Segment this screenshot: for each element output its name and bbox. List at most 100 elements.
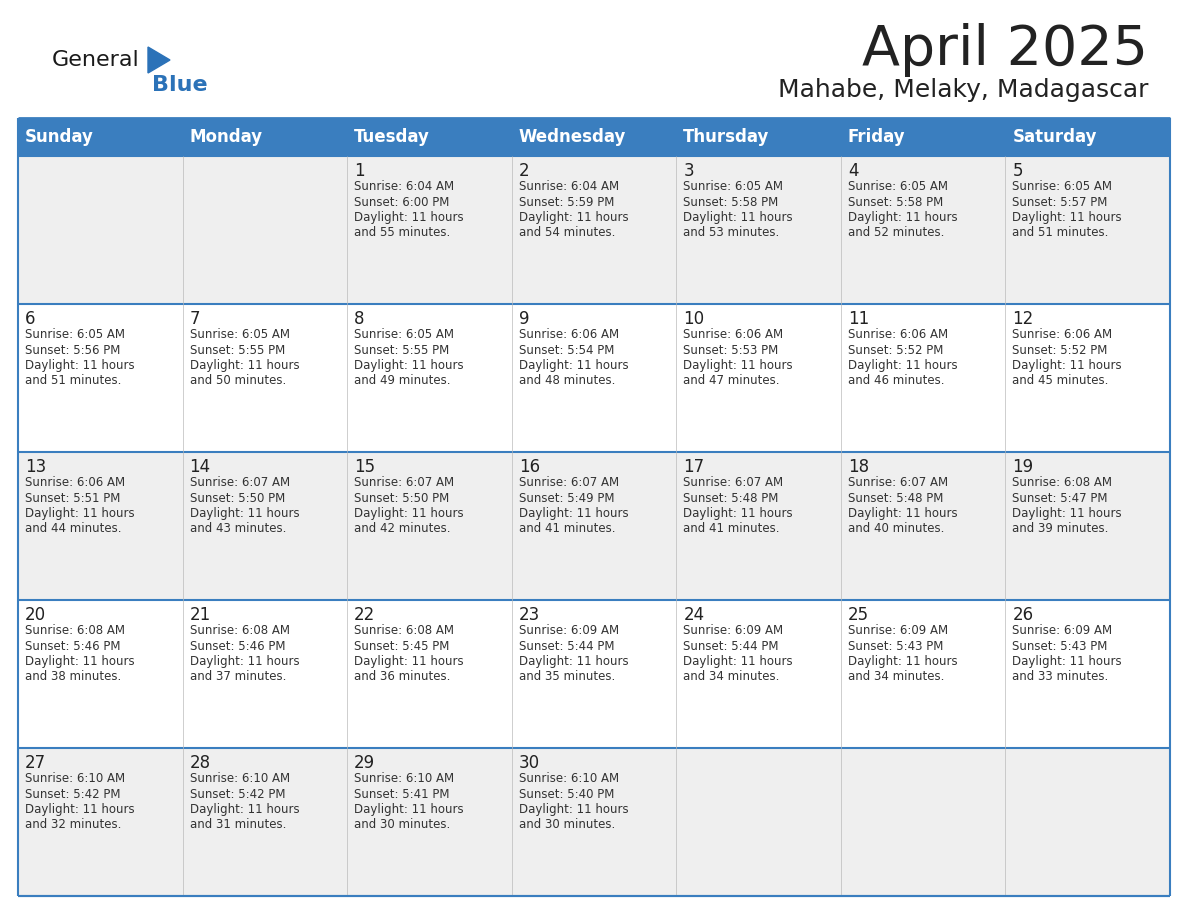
Text: and 55 minutes.: and 55 minutes. bbox=[354, 227, 450, 240]
Text: Sunrise: 6:09 AM: Sunrise: 6:09 AM bbox=[519, 624, 619, 637]
Bar bbox=[841, 118, 1005, 156]
Text: Sunrise: 6:06 AM: Sunrise: 6:06 AM bbox=[519, 328, 619, 341]
Text: 2: 2 bbox=[519, 162, 530, 180]
Text: Sunset: 5:57 PM: Sunset: 5:57 PM bbox=[1012, 196, 1107, 208]
Text: 30: 30 bbox=[519, 754, 539, 772]
Text: and 31 minutes.: and 31 minutes. bbox=[190, 819, 286, 832]
Text: Sunset: 5:59 PM: Sunset: 5:59 PM bbox=[519, 196, 614, 208]
Bar bbox=[512, 118, 676, 156]
Text: Tuesday: Tuesday bbox=[354, 128, 430, 146]
Text: and 42 minutes.: and 42 minutes. bbox=[354, 522, 450, 535]
Text: Sunset: 5:50 PM: Sunset: 5:50 PM bbox=[190, 491, 285, 505]
Text: Sunrise: 6:09 AM: Sunrise: 6:09 AM bbox=[1012, 624, 1112, 637]
Text: Sunset: 5:54 PM: Sunset: 5:54 PM bbox=[519, 343, 614, 356]
Bar bbox=[18, 600, 1170, 748]
Bar bbox=[18, 118, 183, 156]
Text: 14: 14 bbox=[190, 458, 210, 476]
Text: 17: 17 bbox=[683, 458, 704, 476]
Text: and 51 minutes.: and 51 minutes. bbox=[25, 375, 121, 387]
Text: and 40 minutes.: and 40 minutes. bbox=[848, 522, 944, 535]
Text: Sunrise: 6:04 AM: Sunrise: 6:04 AM bbox=[354, 180, 454, 193]
Text: Sunrise: 6:08 AM: Sunrise: 6:08 AM bbox=[25, 624, 125, 637]
Text: Sunset: 5:46 PM: Sunset: 5:46 PM bbox=[190, 640, 285, 653]
Bar bbox=[18, 304, 1170, 452]
Text: 25: 25 bbox=[848, 606, 868, 624]
Text: 4: 4 bbox=[848, 162, 859, 180]
Text: Sunset: 5:41 PM: Sunset: 5:41 PM bbox=[354, 788, 449, 800]
Text: Sunset: 5:42 PM: Sunset: 5:42 PM bbox=[25, 788, 120, 800]
Text: Sunset: 5:43 PM: Sunset: 5:43 PM bbox=[1012, 640, 1107, 653]
Text: Daylight: 11 hours: Daylight: 11 hours bbox=[354, 507, 463, 520]
Text: 5: 5 bbox=[1012, 162, 1023, 180]
Text: Sunrise: 6:10 AM: Sunrise: 6:10 AM bbox=[25, 772, 125, 785]
Text: Sunrise: 6:09 AM: Sunrise: 6:09 AM bbox=[683, 624, 783, 637]
Text: Sunset: 5:45 PM: Sunset: 5:45 PM bbox=[354, 640, 449, 653]
Text: 26: 26 bbox=[1012, 606, 1034, 624]
Text: Sunset: 5:49 PM: Sunset: 5:49 PM bbox=[519, 491, 614, 505]
Text: Sunset: 5:56 PM: Sunset: 5:56 PM bbox=[25, 343, 120, 356]
Text: Blue: Blue bbox=[152, 75, 208, 95]
Text: 8: 8 bbox=[354, 310, 365, 328]
Text: Daylight: 11 hours: Daylight: 11 hours bbox=[519, 359, 628, 372]
Text: and 54 minutes.: and 54 minutes. bbox=[519, 227, 615, 240]
Text: Sunrise: 6:08 AM: Sunrise: 6:08 AM bbox=[190, 624, 290, 637]
Text: Sunset: 5:55 PM: Sunset: 5:55 PM bbox=[354, 343, 449, 356]
Text: Sunrise: 6:07 AM: Sunrise: 6:07 AM bbox=[190, 476, 290, 489]
Text: Daylight: 11 hours: Daylight: 11 hours bbox=[354, 803, 463, 816]
Text: Sunrise: 6:04 AM: Sunrise: 6:04 AM bbox=[519, 180, 619, 193]
Text: 22: 22 bbox=[354, 606, 375, 624]
Text: Sunrise: 6:08 AM: Sunrise: 6:08 AM bbox=[1012, 476, 1112, 489]
Text: and 35 minutes.: and 35 minutes. bbox=[519, 670, 615, 684]
Text: Sunset: 5:52 PM: Sunset: 5:52 PM bbox=[1012, 343, 1107, 356]
Text: Sunset: 5:44 PM: Sunset: 5:44 PM bbox=[519, 640, 614, 653]
Text: 3: 3 bbox=[683, 162, 694, 180]
Text: 1: 1 bbox=[354, 162, 365, 180]
Text: Sunrise: 6:07 AM: Sunrise: 6:07 AM bbox=[354, 476, 454, 489]
Text: Sunset: 5:46 PM: Sunset: 5:46 PM bbox=[25, 640, 120, 653]
Text: Sunset: 5:47 PM: Sunset: 5:47 PM bbox=[1012, 491, 1108, 505]
Bar bbox=[18, 156, 1170, 304]
Text: 9: 9 bbox=[519, 310, 529, 328]
Text: Sunrise: 6:06 AM: Sunrise: 6:06 AM bbox=[683, 328, 783, 341]
Text: and 39 minutes.: and 39 minutes. bbox=[1012, 522, 1108, 535]
Text: Monday: Monday bbox=[190, 128, 263, 146]
Text: Sunset: 5:58 PM: Sunset: 5:58 PM bbox=[848, 196, 943, 208]
Text: and 30 minutes.: and 30 minutes. bbox=[354, 819, 450, 832]
Text: Daylight: 11 hours: Daylight: 11 hours bbox=[354, 359, 463, 372]
Text: 23: 23 bbox=[519, 606, 541, 624]
Text: and 41 minutes.: and 41 minutes. bbox=[683, 522, 779, 535]
Text: 24: 24 bbox=[683, 606, 704, 624]
Text: General: General bbox=[52, 50, 140, 70]
Text: Daylight: 11 hours: Daylight: 11 hours bbox=[519, 803, 628, 816]
Text: Sunrise: 6:09 AM: Sunrise: 6:09 AM bbox=[848, 624, 948, 637]
Text: 15: 15 bbox=[354, 458, 375, 476]
Text: Sunrise: 6:10 AM: Sunrise: 6:10 AM bbox=[519, 772, 619, 785]
Text: and 37 minutes.: and 37 minutes. bbox=[190, 670, 286, 684]
Text: and 50 minutes.: and 50 minutes. bbox=[190, 375, 286, 387]
Polygon shape bbox=[148, 47, 170, 73]
Text: Daylight: 11 hours: Daylight: 11 hours bbox=[683, 359, 792, 372]
Text: Sunrise: 6:10 AM: Sunrise: 6:10 AM bbox=[190, 772, 290, 785]
Text: Sunrise: 6:05 AM: Sunrise: 6:05 AM bbox=[1012, 180, 1112, 193]
Text: and 44 minutes.: and 44 minutes. bbox=[25, 522, 121, 535]
Text: Sunset: 5:40 PM: Sunset: 5:40 PM bbox=[519, 788, 614, 800]
Text: 18: 18 bbox=[848, 458, 868, 476]
Text: and 41 minutes.: and 41 minutes. bbox=[519, 522, 615, 535]
Text: Sunrise: 6:06 AM: Sunrise: 6:06 AM bbox=[1012, 328, 1112, 341]
Text: Sunset: 5:48 PM: Sunset: 5:48 PM bbox=[848, 491, 943, 505]
Text: Daylight: 11 hours: Daylight: 11 hours bbox=[683, 211, 792, 224]
Text: Daylight: 11 hours: Daylight: 11 hours bbox=[1012, 655, 1121, 668]
Text: Daylight: 11 hours: Daylight: 11 hours bbox=[848, 359, 958, 372]
Text: Sunrise: 6:07 AM: Sunrise: 6:07 AM bbox=[848, 476, 948, 489]
Text: Daylight: 11 hours: Daylight: 11 hours bbox=[25, 655, 134, 668]
Text: Sunset: 5:52 PM: Sunset: 5:52 PM bbox=[848, 343, 943, 356]
Bar bbox=[18, 748, 1170, 896]
Text: Daylight: 11 hours: Daylight: 11 hours bbox=[354, 655, 463, 668]
Text: and 47 minutes.: and 47 minutes. bbox=[683, 375, 779, 387]
Text: Sunset: 5:48 PM: Sunset: 5:48 PM bbox=[683, 491, 778, 505]
Text: 13: 13 bbox=[25, 458, 46, 476]
Text: April 2025: April 2025 bbox=[862, 23, 1148, 77]
Text: 29: 29 bbox=[354, 754, 375, 772]
Text: Daylight: 11 hours: Daylight: 11 hours bbox=[1012, 507, 1121, 520]
Text: Daylight: 11 hours: Daylight: 11 hours bbox=[519, 655, 628, 668]
